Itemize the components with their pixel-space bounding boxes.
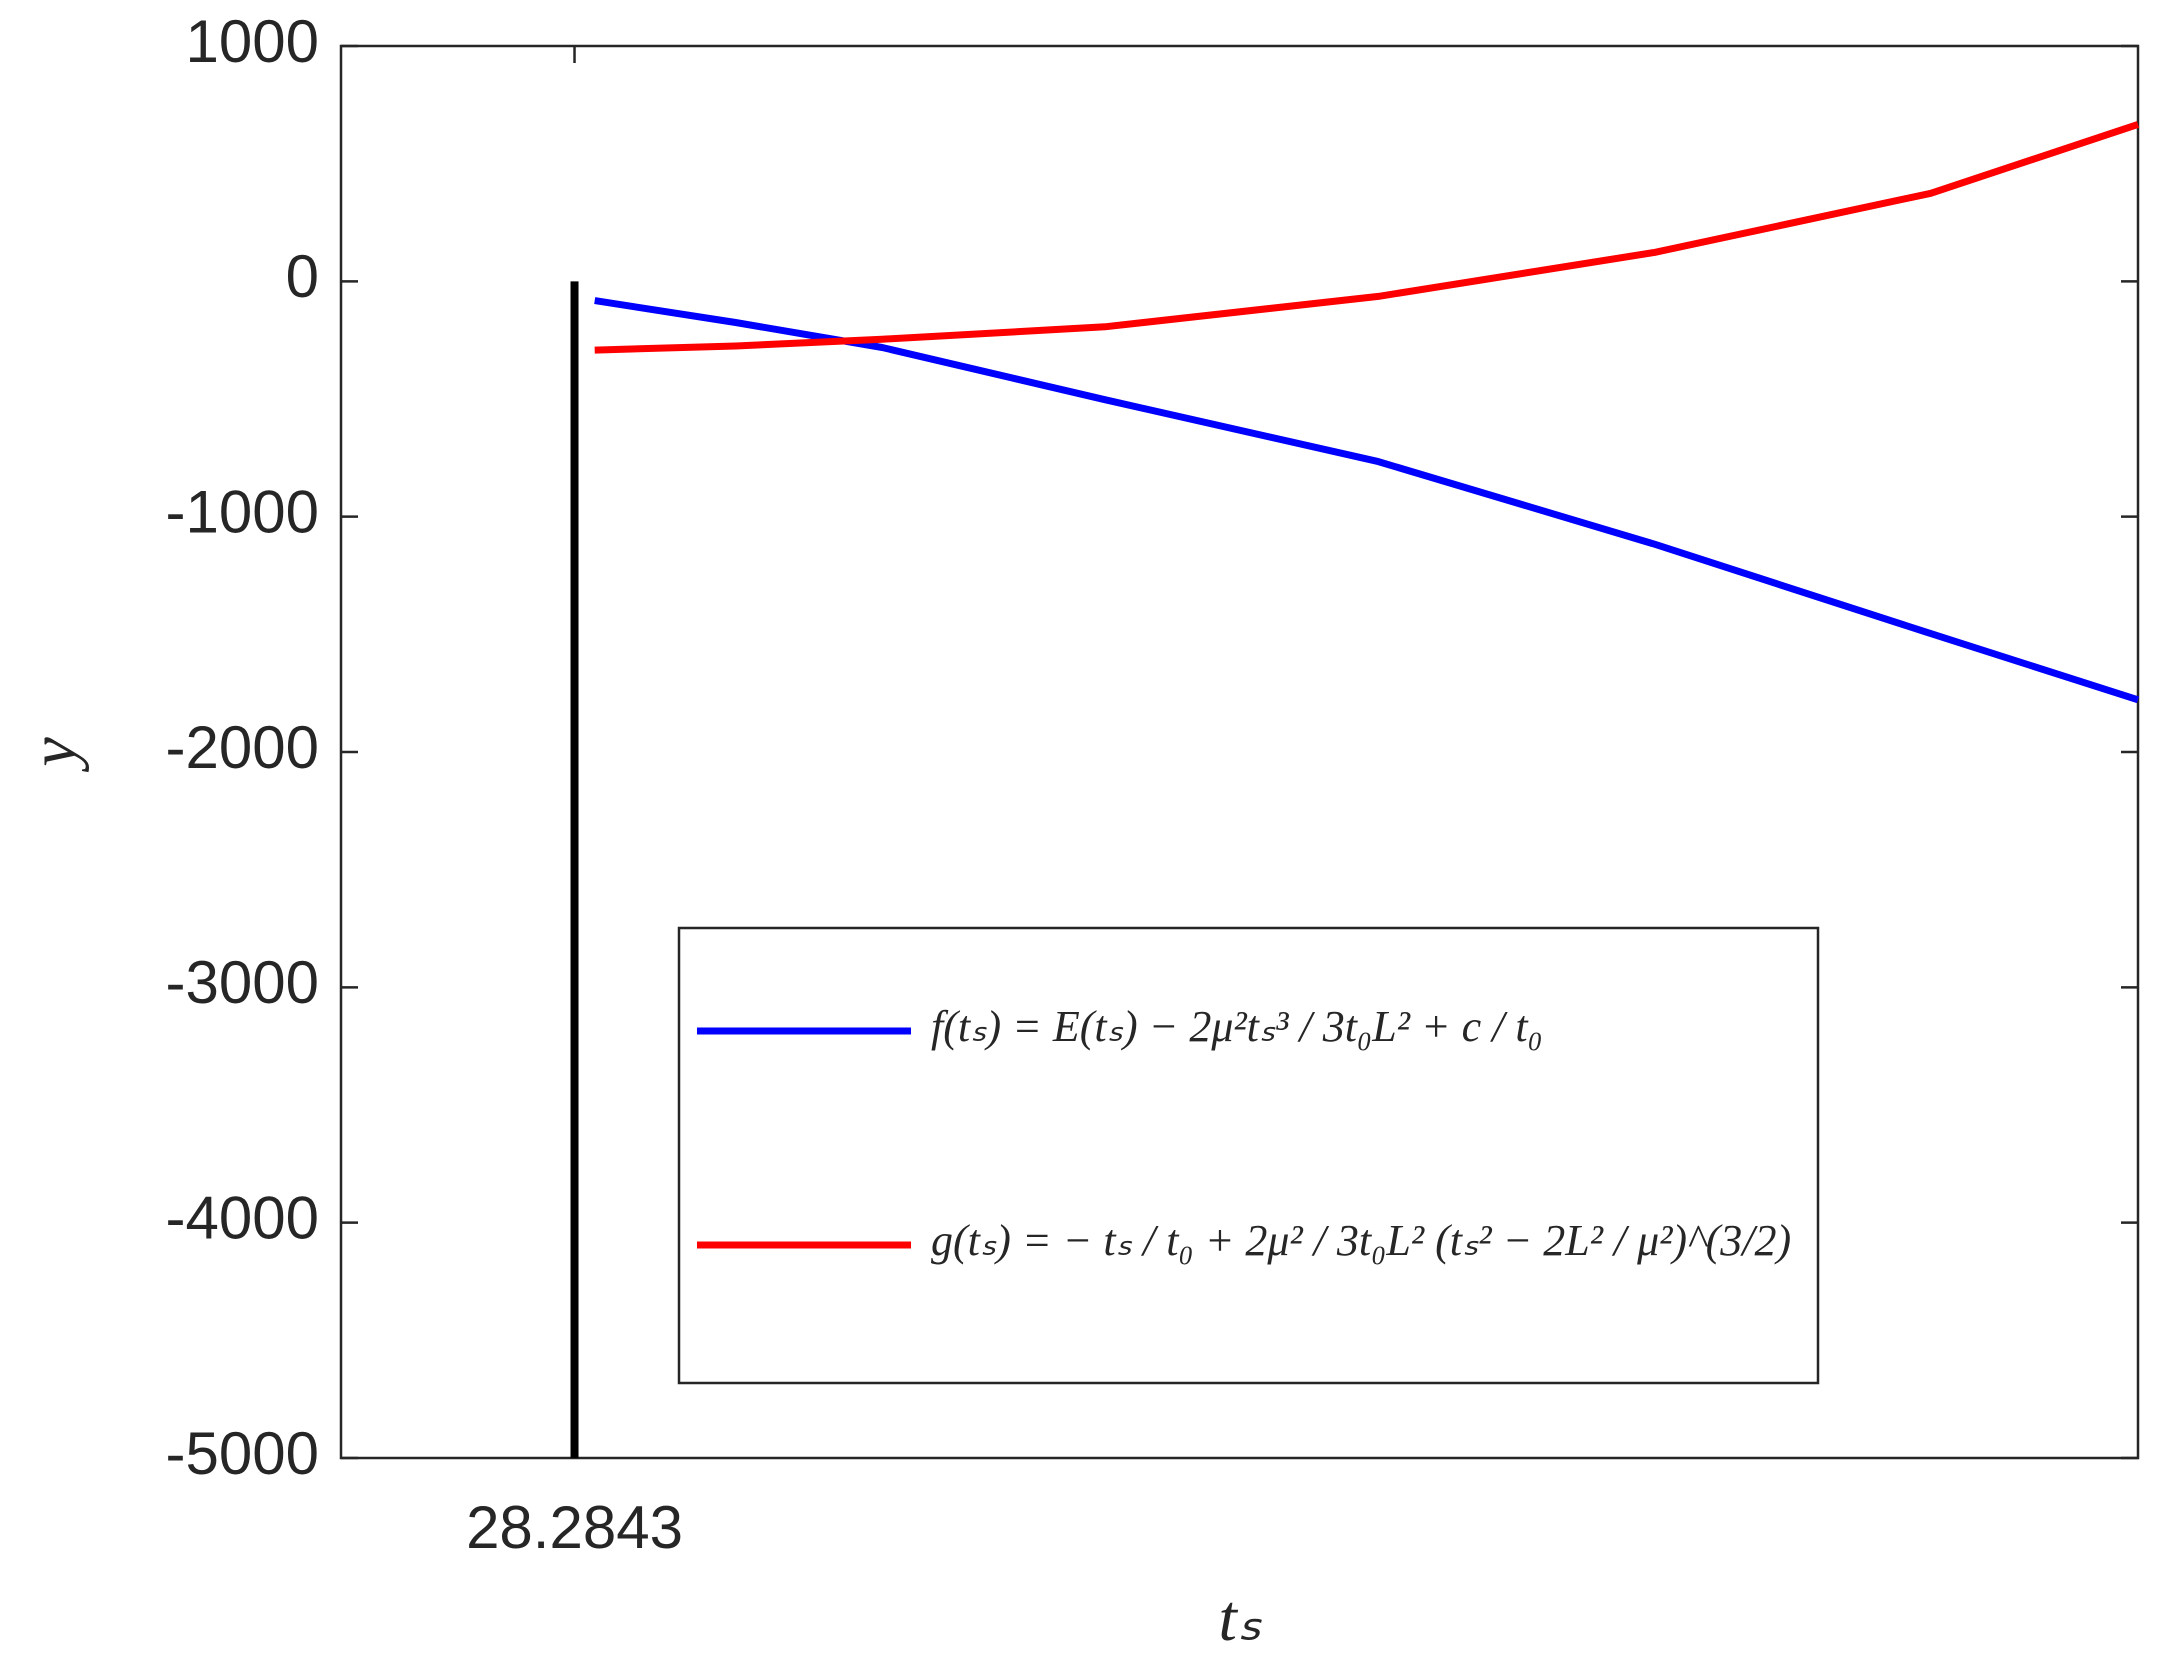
y-tick-label: -5000 [166,1420,319,1487]
y-tick-label: -3000 [166,949,319,1016]
y-tick-label: -2000 [166,714,319,781]
x-tick-label: 28.2843 [466,1494,683,1561]
y-tick-label: 0 [286,243,319,310]
y-tick-label: -4000 [166,1185,319,1252]
legend-box [677,926,1820,1385]
y-tick-label: 1000 [186,8,319,75]
data-line [594,121,2140,354]
legend-label: g(tₛ) = − tₛ / t₀ + 2μ² / 3t₀L² (tₛ² − 2… [931,1216,1791,1265]
x-axis-label: tₛ [1219,1582,1262,1655]
legend-label: f(tₛ) = E(tₛ) − 2μ²tₛ³ / 3t₀L² + c / t₀ [931,1002,1543,1051]
data-line [594,297,2140,704]
y-axis-label: y [17,737,90,773]
y-tick-label: -1000 [166,479,319,546]
legend: f(tₛ) = E(tₛ) − 2μ²tₛ³ / 3t₀L² + c / t₀ g… [677,926,1820,1385]
